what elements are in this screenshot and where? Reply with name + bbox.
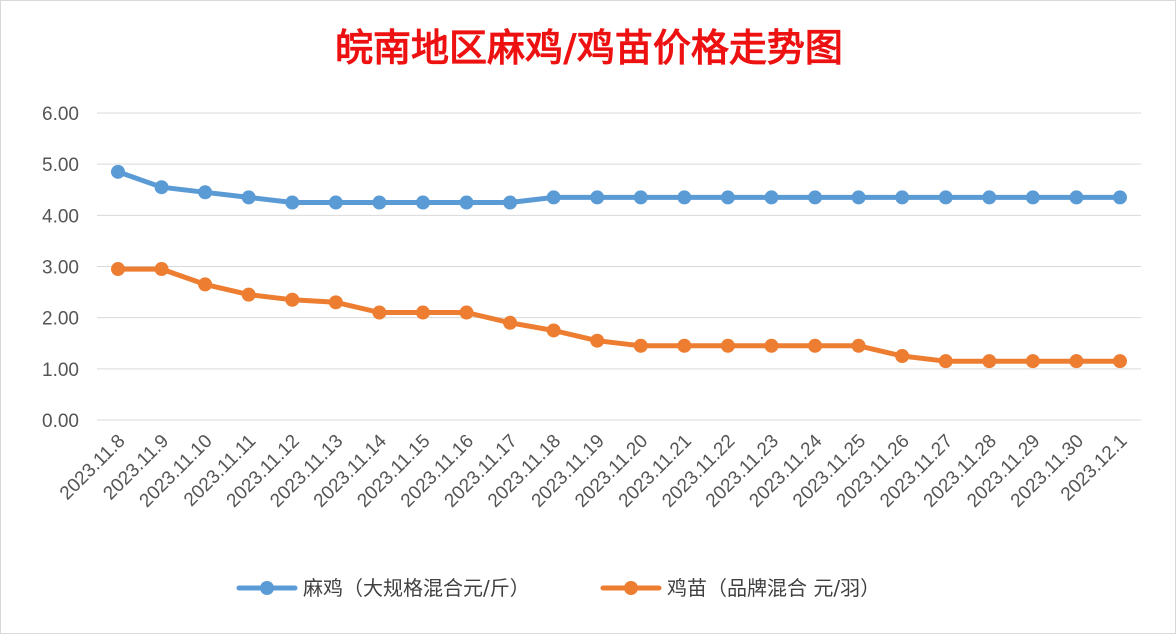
data-point [1069,354,1084,369]
y-tick-label: 1.00 [42,360,79,381]
data-point [459,305,474,320]
data-point [546,190,561,205]
legend-label: 鸡苗（品牌混合 元/羽） [667,576,880,600]
legend-item: 麻鸡（大规格混合元/斤） [236,576,530,600]
data-point [285,195,300,210]
data-point [720,338,735,353]
data-point [241,287,256,302]
series-group [111,164,1127,369]
data-point [590,333,605,348]
y-axis-ticks: 0.00 1.00 2.00 3.00 4.00 5.00 6.00 [42,104,79,432]
data-point [372,305,387,320]
y-tick-label: 6.00 [42,104,79,125]
data-point [982,190,997,205]
data-point [459,195,474,210]
data-point [895,349,910,364]
data-point [808,338,823,353]
legend-item: 鸡苗（品牌混合 元/羽） [600,576,880,600]
data-point [154,180,169,195]
data-point [1069,190,1084,205]
data-point [241,190,256,205]
y-tick-label: 0.00 [42,411,79,432]
chart-title: 皖南地区麻鸡/鸡苗价格走势图 [335,25,843,70]
data-point [328,195,343,210]
data-point [633,190,648,205]
legend: 麻鸡（大规格混合元/斤） 鸡苗（品牌混合 元/羽） [236,576,880,600]
data-point [1113,190,1127,205]
data-point [111,262,125,277]
legend-swatch-marker [260,581,274,595]
data-point [1025,190,1040,205]
data-point [546,323,561,338]
data-point [895,190,910,205]
data-point [764,338,779,353]
data-point [198,277,213,292]
legend-swatch-marker [624,581,638,595]
data-point [808,190,823,205]
data-point [982,354,997,369]
data-point [851,338,866,353]
data-point [720,190,735,205]
data-point [154,262,169,277]
data-point [285,292,300,307]
series-2 [111,262,1127,369]
data-point [851,190,866,205]
data-point [938,190,953,205]
data-point [503,315,518,330]
data-point [1113,354,1127,369]
data-point [764,190,779,205]
y-tick-label: 4.00 [42,206,79,227]
data-point [415,305,430,320]
data-point [677,338,692,353]
data-point [415,195,430,210]
data-point [1025,354,1040,369]
data-point [633,338,648,353]
data-point [328,295,343,310]
data-point [590,190,605,205]
data-point [503,195,518,210]
data-point [938,354,953,369]
legend-label: 麻鸡（大规格混合元/斤） [303,576,530,600]
grid-lines [97,112,1141,421]
x-axis-ticks: 2023.11.82023.11.92023.11.102023.11.1120… [56,430,1132,511]
series-1 [111,164,1127,210]
data-point [111,164,125,179]
y-tick-label: 3.00 [42,258,79,279]
data-point [677,190,692,205]
data-point [372,195,387,210]
series-line [115,169,1123,205]
data-point [198,185,213,200]
y-tick-label: 5.00 [42,155,79,176]
y-tick-label: 2.00 [42,309,79,330]
series-line [115,266,1123,364]
